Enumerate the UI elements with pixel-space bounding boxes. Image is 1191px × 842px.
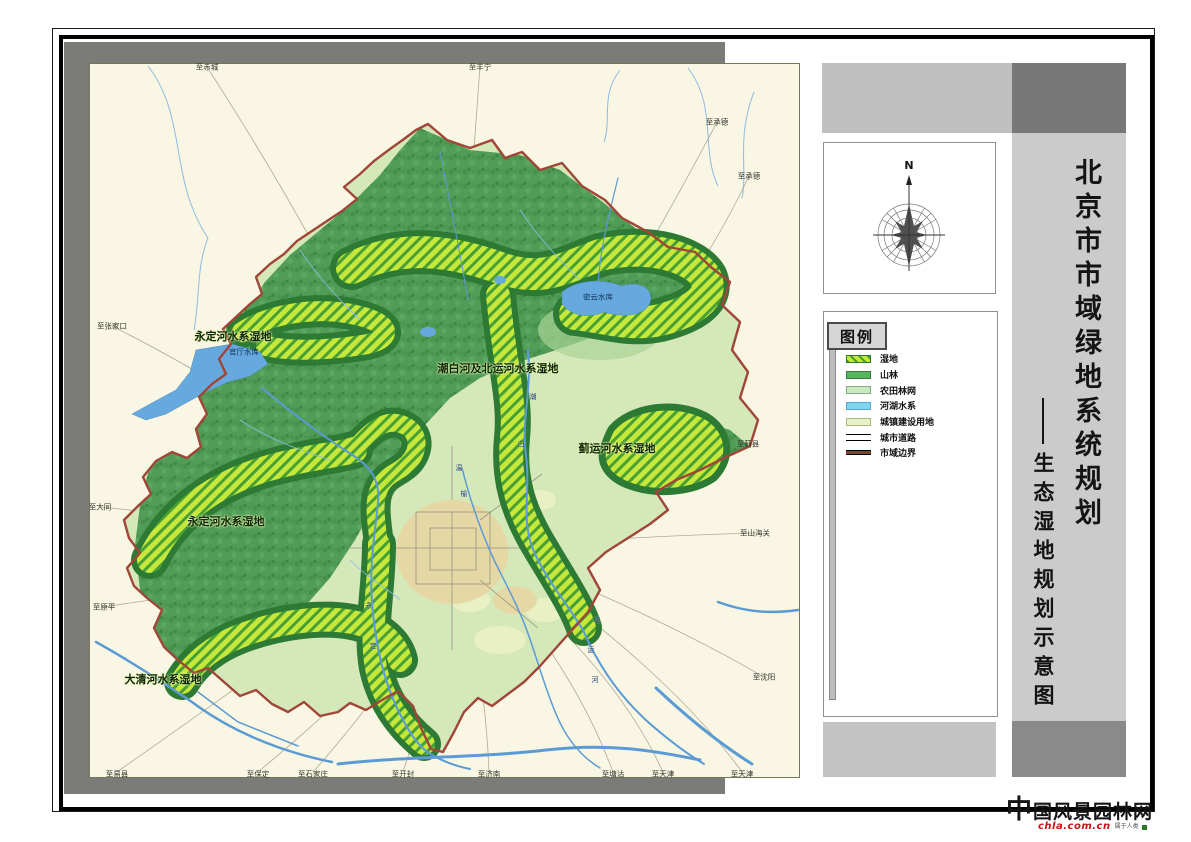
- urban-swatch: [846, 417, 871, 426]
- info-box-top: [822, 63, 1012, 133]
- wetland-fills: [137, 234, 724, 755]
- farmland-swatch: [846, 386, 871, 395]
- compass-rose: N: [873, 159, 945, 271]
- wetland-jiyun: [598, 403, 731, 496]
- compass-axis: [873, 183, 945, 271]
- subtitle-column: 生态湿地规划示意图: [1030, 398, 1056, 713]
- miyun-reservoir: [561, 281, 652, 316]
- watermark-url: chla.com.cn: [1038, 821, 1111, 832]
- small-reservoir-2: [494, 276, 506, 284]
- legend-item-label: 河湖水系: [880, 402, 917, 413]
- outer-frame-line: [52, 28, 1155, 812]
- rivers: [94, 151, 799, 770]
- legend-title-text: 图例: [839, 327, 874, 346]
- legend-item-forest: 山林: [846, 367, 996, 383]
- urban-patch: [493, 586, 537, 614]
- legend-strip: [829, 336, 836, 700]
- legend-item-urban: 城镇建设用地: [846, 414, 996, 430]
- legend-item-label: 农田林网: [880, 386, 917, 397]
- watermark-site-name: 中国风景园林网: [1006, 795, 1154, 825]
- boundary-swatch: [846, 450, 871, 456]
- legend-item-farmland: 农田林网: [846, 382, 996, 398]
- forest-swatch: [846, 370, 871, 379]
- outer-streams: [147, 65, 755, 331]
- north-label: N: [904, 159, 913, 172]
- legend-items: 湿地山林农田林网河湖水系城镇建设用地 城市道路市域边界: [846, 351, 996, 461]
- legend-item-label: 城镇建设用地: [880, 418, 935, 429]
- small-reservoir: [420, 327, 436, 337]
- road-swatch: [846, 433, 871, 441]
- legend-item-label: 山林: [880, 371, 899, 382]
- main-title: 北京市市域绿地系统规划: [1070, 158, 1101, 532]
- watermark: 中国风景园林网 chla.com.cn 属于人类: [1006, 800, 1190, 832]
- map-sheet: [89, 63, 800, 778]
- watermark-logo-square: [1141, 824, 1147, 830]
- inner-frame-line: [59, 35, 1154, 811]
- title-panel-header: [1012, 63, 1126, 133]
- legend-item-road: 城市道路: [846, 429, 996, 445]
- legend-box: [823, 311, 998, 717]
- north-arrow: [906, 175, 912, 185]
- legend-item-label: 市域边界: [880, 449, 917, 460]
- legend-title: 图例: [827, 322, 887, 350]
- water-swatch: [846, 401, 871, 410]
- mountain-streams: [239, 209, 581, 601]
- legend-item-label: 湿地: [880, 355, 899, 366]
- map-canvas: [90, 64, 799, 777]
- info-box-bottom: [823, 722, 996, 777]
- wetland-swatch: [846, 354, 871, 363]
- legend-item-label: 城市道路: [880, 433, 917, 444]
- compass-box: N: [823, 142, 996, 294]
- title-panel-body: [1012, 133, 1126, 721]
- watermark-tagline: 属于人类: [1114, 823, 1139, 830]
- legend-item-wetland: 湿地: [846, 351, 996, 367]
- legend-item-water: 河湖水系: [846, 398, 996, 414]
- title-panel-footer: [1012, 721, 1126, 777]
- subtitle: 生态湿地规划示意图: [1031, 452, 1056, 713]
- guanting-reservoir: [131, 343, 269, 421]
- municipal-boundary: [122, 122, 760, 754]
- legend-item-boundary: 市域边界: [846, 445, 996, 461]
- title-dash: [1042, 398, 1044, 444]
